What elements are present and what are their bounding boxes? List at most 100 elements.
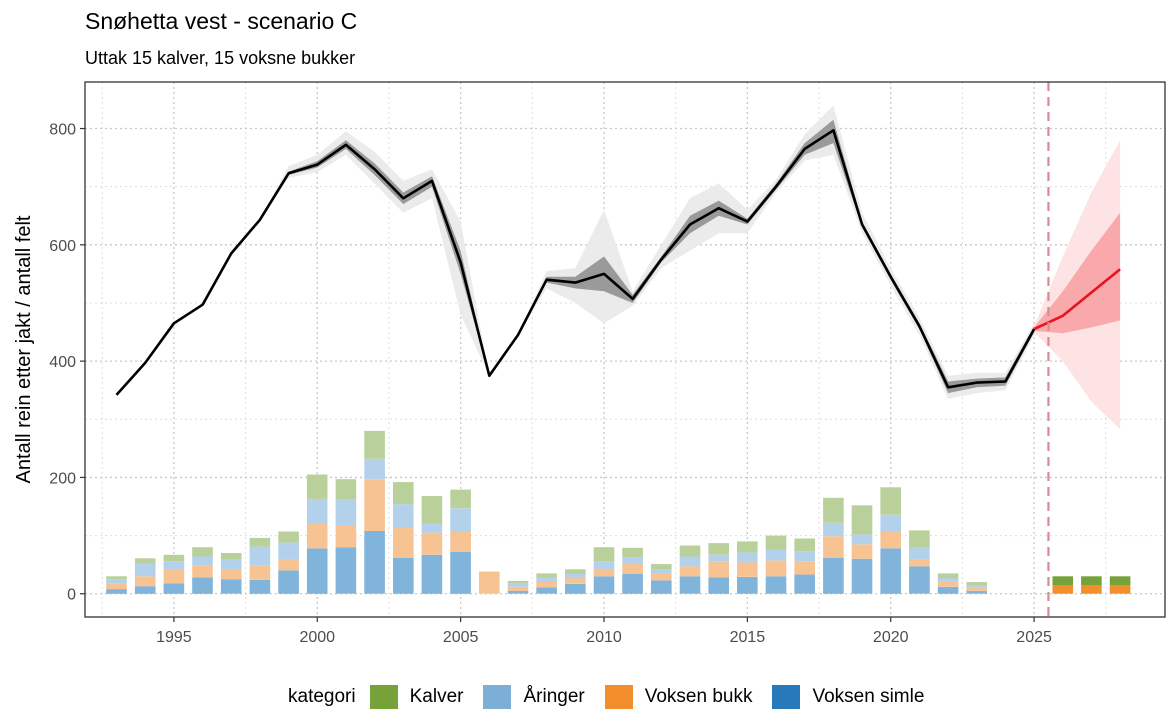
bar-voksen-bukk-2006 — [479, 571, 500, 594]
confidence-bands — [116, 105, 1121, 430]
bar-voksen-simle-2020 — [880, 548, 901, 594]
x-tick-label-2005: 2005 — [443, 629, 479, 646]
bar-voksen-bukk-2013 — [679, 566, 701, 577]
bar-voksen-bukk-2026 — [1052, 585, 1074, 594]
legend-label-aringer: Åringer — [523, 686, 585, 707]
bar-kalver-1998 — [249, 537, 271, 547]
legend-item-aringer: Åringer — [483, 685, 585, 709]
bar-voksen-simle-2001 — [335, 547, 357, 594]
bar-voksen-bukk-2005 — [450, 531, 471, 552]
bar-voksen-bukk-2015 — [737, 562, 758, 577]
bar-aringer-2023 — [966, 585, 987, 588]
bar-voksen-bukk-1998 — [249, 565, 271, 580]
bar-aringer-1998 — [249, 546, 271, 566]
bar-kalver-2000 — [306, 474, 328, 499]
bar-voksen-simle-2022 — [937, 586, 959, 594]
population-line — [115, 129, 1036, 396]
x-tick-label-2010: 2010 — [586, 629, 622, 646]
bar-voksen-simle-1994 — [134, 586, 156, 594]
bar-aringer-2003 — [393, 504, 414, 528]
bar-kalver-2022 — [937, 573, 959, 579]
bar-kalver-1995 — [163, 554, 185, 562]
legend-item-voksen-simle: Voksen simle — [772, 685, 924, 709]
bar-kalver-1996 — [192, 547, 213, 557]
y-tick-label-0: 0 — [67, 587, 76, 604]
bar-voksen-simle-2023 — [966, 590, 987, 594]
bar-voksen-bukk-2022 — [937, 580, 959, 587]
bar-aringer-2019 — [851, 534, 873, 545]
y-tick-label-400: 400 — [49, 354, 76, 371]
bar-aringer-2013 — [679, 556, 701, 567]
bar-aringer-2022 — [937, 578, 959, 581]
bar-aringer-2007 — [507, 583, 529, 587]
chart-title: Snøhetta vest - scenario C — [85, 8, 358, 34]
bar-voksen-simle-2017 — [794, 574, 815, 594]
bar-voksen-simle-2007 — [507, 590, 529, 594]
bar-kalver-1993 — [106, 576, 127, 580]
bar-aringer-1995 — [163, 561, 185, 570]
legend-item-kalver: Kalver — [369, 685, 463, 709]
bar-voksen-simle-2014 — [708, 577, 729, 594]
bar-voksen-bukk-2014 — [708, 561, 729, 578]
bar-voksen-simle-2005 — [450, 551, 471, 594]
legend-key-voksen-simle — [772, 685, 801, 709]
y-tick-label-800: 800 — [49, 122, 76, 139]
bar-voksen-simle-2012 — [651, 580, 672, 594]
bar-voksen-simle-2019 — [851, 558, 873, 594]
legend: kategori Kalver Åringer Voksen bukk Voks… — [288, 683, 944, 711]
bar-voksen-simle-2003 — [393, 557, 414, 594]
bar-kalver-2011 — [622, 547, 643, 558]
y-axis-ticks: 0 200 400 600 800 — [49, 122, 85, 604]
bar-aringer-2011 — [622, 557, 643, 565]
bar-aringer-2021 — [909, 547, 930, 560]
bar-voksen-simle-2021 — [909, 566, 930, 594]
bar-aringer-1996 — [192, 556, 213, 566]
x-tick-label-2000: 2000 — [299, 629, 335, 646]
bar-voksen-bukk-1994 — [134, 576, 156, 587]
bar-kalver-2018 — [823, 497, 844, 523]
legend-key-aringer — [483, 685, 512, 709]
bar-voksen-bukk-2021 — [909, 559, 930, 567]
bar-voksen-bukk-2016 — [765, 560, 787, 577]
bar-voksen-simle-2000 — [306, 548, 328, 594]
y-axis-label: Antall rein etter jakt / antall felt — [13, 215, 35, 483]
legend-title: kategori — [288, 686, 356, 707]
bar-voksen-bukk-2003 — [393, 527, 414, 558]
bar-kalver-2016 — [765, 535, 787, 550]
bar-aringer-2012 — [651, 569, 672, 574]
bar-aringer-2016 — [765, 549, 787, 561]
bar-kalver-1994 — [134, 558, 156, 564]
bar-kalver-2027 — [1081, 576, 1102, 585]
bar-kalver-2028 — [1109, 576, 1131, 585]
bar-voksen-bukk-1995 — [163, 569, 185, 584]
bar-voksen-bukk-2020 — [880, 530, 901, 549]
harvest-bars — [106, 430, 1131, 594]
bar-kalver-2005 — [450, 489, 471, 509]
bar-aringer-2004 — [421, 524, 443, 533]
bar-voksen-simle-2018 — [823, 557, 844, 594]
bar-kalver-2026 — [1052, 576, 1074, 585]
bar-voksen-simle-2008 — [536, 587, 557, 594]
bar-aringer-2001 — [335, 499, 357, 526]
bar-voksen-bukk-2019 — [851, 544, 873, 559]
bar-voksen-bukk-2027 — [1081, 585, 1102, 594]
bar-kalver-2002 — [364, 430, 385, 459]
bar-kalver-2001 — [335, 479, 357, 499]
panel-border — [84, 81, 1166, 618]
legend-key-voksen-bukk — [604, 685, 633, 709]
bar-aringer-2010 — [593, 561, 615, 569]
grid-lines — [85, 82, 1166, 617]
bar-voksen-simle-1997 — [220, 579, 242, 594]
bar-kalver-2020 — [880, 487, 901, 515]
bar-kalver-1997 — [220, 553, 242, 560]
bar-aringer-2018 — [823, 522, 844, 537]
bar-kalver-2015 — [737, 541, 758, 553]
bar-voksen-simle-2015 — [737, 576, 758, 594]
bar-voksen-bukk-2004 — [421, 532, 443, 555]
bar-kalver-2023 — [966, 582, 987, 585]
y-tick-label-200: 200 — [49, 470, 76, 487]
legend-label-voksen-bukk: Voksen bukk — [644, 686, 753, 707]
bar-kalver-2014 — [708, 543, 729, 555]
population-inner-band — [116, 119, 1035, 395]
bar-voksen-simle-2010 — [593, 576, 615, 594]
